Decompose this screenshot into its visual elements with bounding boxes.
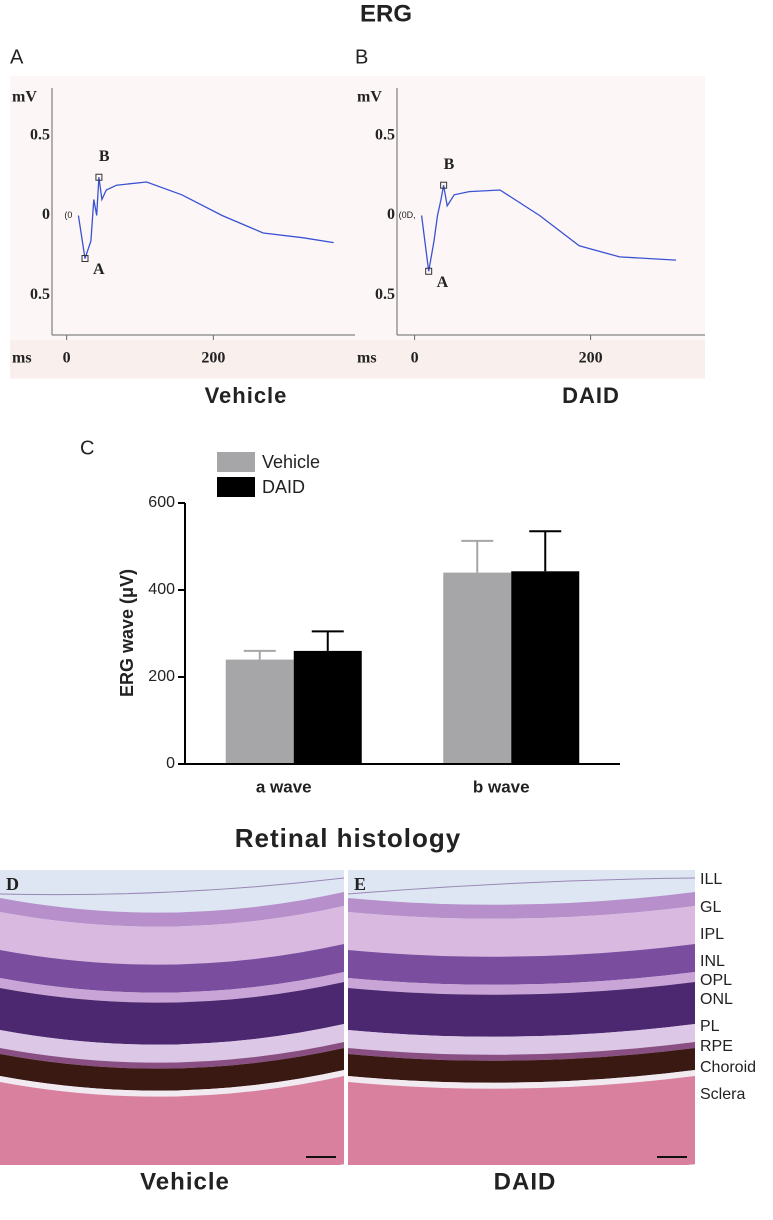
x-tick-label: 200 (201, 350, 225, 367)
tissue-layer (0, 1076, 344, 1165)
tissue (348, 870, 695, 1165)
tissue-layer (348, 1076, 695, 1165)
tissue-layer (348, 1024, 695, 1055)
peak-label: A (93, 261, 105, 278)
tissue-layer (348, 906, 695, 957)
x-tick-label: a wave (256, 777, 312, 796)
x-tick-label: 200 (579, 350, 603, 367)
inner-limiting-layer (348, 877, 695, 895)
tissue (0, 870, 344, 1165)
tissue-layer (348, 1070, 695, 1089)
x-label-strip (355, 340, 705, 378)
trace (420, 185, 677, 272)
peak-marker (95, 173, 103, 181)
y-tick-label: 0.5 (375, 126, 395, 143)
layer-label: Sclera (700, 1086, 745, 1103)
layer-label: GL (700, 899, 721, 916)
start-label: (0 (64, 210, 72, 220)
tissue-layer (0, 944, 344, 993)
layer-label: IPL (700, 926, 724, 943)
layer-label: INL (700, 953, 725, 970)
layer-label: OPL (700, 972, 732, 989)
y-tick-label: 0 (42, 206, 50, 223)
bar (225, 659, 294, 764)
layer-label: ILL (700, 871, 722, 888)
bar (443, 572, 512, 764)
tissue-layer (348, 982, 695, 1037)
peak-label: B (444, 156, 455, 173)
legend-swatch (217, 477, 255, 497)
tissue-layer (0, 906, 344, 965)
tissue-layer (348, 1048, 695, 1083)
tissue-layer (0, 1024, 344, 1063)
panel-label: E (354, 874, 366, 894)
x-tick-label: 0 (63, 350, 71, 367)
peak-marker (81, 255, 89, 263)
panel-label: D (6, 874, 19, 894)
x-tick-label: b wave (473, 777, 530, 796)
start-label: (0D, (399, 210, 416, 220)
tissue-layer (348, 892, 695, 919)
x-axis-label: ms (357, 350, 377, 367)
legend-swatch (217, 452, 255, 472)
bar (511, 571, 580, 764)
x-label-strip (10, 340, 360, 378)
peak-label: B (99, 148, 110, 165)
y-axis-label: mV (12, 89, 37, 106)
histology-image (0, 870, 344, 1165)
plot-background (355, 76, 705, 379)
y-tick-label: 200 (148, 668, 175, 685)
x-tick-label: 0 (411, 350, 419, 367)
figure-title: ERG (360, 0, 412, 27)
y-tick-label: 0.5 (30, 286, 50, 303)
layer-label: Choroid (700, 1059, 756, 1076)
y-tick-label: 400 (148, 581, 175, 598)
panel-caption: DAID (494, 1168, 557, 1195)
layer-label: PL (700, 1018, 720, 1035)
panel-label: B (355, 46, 368, 68)
panel-caption: DAID (562, 383, 620, 408)
layer-label: ONL (700, 991, 733, 1008)
y-tick-label: 0 (166, 755, 175, 772)
y-axis-label: ERG wave (μV) (117, 569, 137, 697)
bar (293, 650, 362, 764)
tissue-layer (0, 1048, 344, 1091)
y-tick-label: 0.5 (375, 286, 395, 303)
peak-label: A (437, 274, 449, 291)
panel-label: C (80, 437, 94, 459)
layer-label: RPE (700, 1038, 733, 1055)
legend-label: DAID (262, 477, 305, 497)
panel-label: A (10, 46, 24, 68)
tissue-layer (0, 892, 344, 927)
plot-background (10, 76, 360, 379)
legend-label: Vehicle (262, 452, 320, 472)
peak-marker (440, 181, 448, 189)
trace (77, 177, 334, 259)
tissue-layer (0, 972, 344, 1003)
histology-title: Retinal histology (235, 823, 461, 853)
y-tick-label: 600 (148, 494, 175, 511)
tissue-layer (0, 1070, 344, 1097)
tissue-layer (348, 972, 695, 995)
inner-limiting-layer (0, 877, 344, 896)
x-axis-label: ms (12, 350, 32, 367)
tissue-layer (348, 1042, 695, 1061)
histology-image (348, 870, 695, 1165)
y-axis-label: mV (357, 89, 382, 106)
panel-caption: Vehicle (205, 383, 288, 408)
panel-caption: Vehicle (140, 1168, 230, 1195)
y-tick-label: 0 (387, 206, 395, 223)
y-tick-label: 0.5 (30, 126, 50, 143)
tissue-layer (0, 1042, 344, 1069)
tissue-layer (0, 982, 344, 1045)
peak-marker (425, 267, 433, 275)
tissue-layer (348, 944, 695, 985)
